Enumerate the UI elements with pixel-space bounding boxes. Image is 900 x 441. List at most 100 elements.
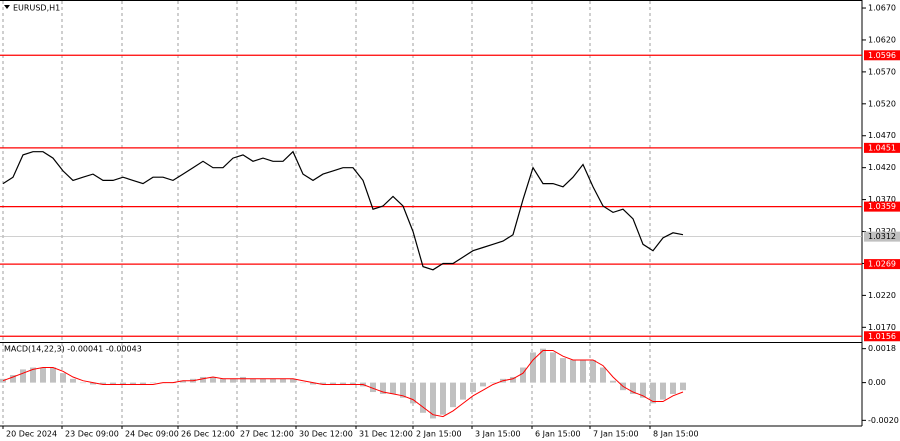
macd-bar (240, 376, 246, 383)
y-tick-label: 0.0018 (868, 344, 896, 353)
macd-bar (140, 382, 146, 385)
level-tag (864, 331, 900, 342)
macd-bar (0, 378, 6, 383)
chart-title: EURUSD,H1 (13, 4, 60, 13)
x-tick-label: 8 Jan 15:00 (653, 430, 699, 439)
macd-bar (470, 382, 476, 393)
macd-bar (110, 382, 116, 385)
macd-bar (530, 352, 536, 383)
macd-bar (340, 382, 346, 385)
x-tick-label: 23 Dec 09:00 (65, 430, 119, 439)
y-tick-label: 0.00 (868, 378, 886, 387)
macd-bar (400, 382, 406, 398)
macd-bar (230, 378, 236, 383)
level-tag (864, 201, 900, 212)
macd-bar (200, 376, 206, 383)
macd-bar (210, 376, 216, 383)
y-tick-label: 1.0370 (868, 195, 896, 204)
macd-bar (600, 367, 606, 383)
y-tick-label: 1.0470 (868, 131, 896, 140)
macd-bar (250, 378, 256, 383)
x-tick-label: 24 Dec 09:00 (125, 430, 179, 439)
macd-bar (130, 382, 136, 385)
y-tick-label: 1.0420 (868, 163, 896, 172)
macd-bar (220, 378, 226, 383)
macd-bar (120, 382, 126, 385)
level-label: 1.0359 (868, 202, 896, 211)
x-tick-label: 3 Jan 15:00 (475, 430, 521, 439)
level-label: 1.0269 (868, 260, 896, 269)
x-tick-label: 27 Dec 12:00 (240, 430, 294, 439)
macd-bar (440, 382, 446, 415)
macd-bar (670, 382, 676, 394)
current-price-tag (864, 231, 900, 242)
level-tag (864, 50, 900, 61)
macd-bar (50, 367, 56, 383)
macd-bar (100, 382, 106, 385)
macd-bar (70, 378, 76, 383)
macd-bar (380, 382, 386, 394)
x-tick-label: 26 Dec 12:00 (181, 430, 235, 439)
macd-bar (30, 367, 36, 383)
macd-bar (450, 382, 456, 408)
macd-bar (610, 380, 616, 383)
x-tick-label: 31 Dec 12:00 (359, 430, 413, 439)
price-line (2, 150, 684, 271)
signal-line (2, 350, 684, 418)
y-tick-label: 1.0520 (868, 99, 896, 108)
macd-bar (420, 382, 426, 413)
macd-bar (410, 382, 416, 404)
macd-bar (180, 380, 186, 383)
macd-bar (10, 375, 16, 383)
level-label: 1.0596 (868, 51, 896, 60)
macd-bar (430, 382, 436, 419)
macd-bar (660, 382, 666, 400)
macd-bar (640, 382, 646, 398)
macd-bar (280, 378, 286, 383)
macd-bar (560, 358, 566, 383)
current-price-label: 1.0312 (868, 232, 896, 241)
y-tick-label: 1.0620 (868, 35, 896, 44)
macd-bar (260, 378, 266, 383)
x-tick-label: 20 Dec 2024 (6, 430, 57, 439)
macd-bar (330, 382, 336, 385)
macd-bar (650, 382, 656, 404)
y-tick-label: 1.0170 (868, 323, 896, 332)
macd-bar (390, 382, 396, 394)
macd-bar (350, 382, 356, 385)
macd-bar (480, 382, 486, 387)
macd-bar (510, 376, 516, 383)
macd-bar (90, 382, 96, 385)
macd-bar (60, 373, 66, 383)
level-label: 1.0156 (868, 332, 896, 341)
macd-bar (570, 359, 576, 383)
macd-bar (490, 382, 496, 384)
macd-bar (320, 382, 326, 385)
y-tick-label: 1.0670 (868, 4, 896, 13)
level-tag (864, 259, 900, 270)
y-tick-label: 1.0320 (868, 227, 896, 236)
macd-bar (680, 382, 686, 391)
macd-bar (540, 348, 546, 383)
x-tick-label: 7 Jan 15:00 (593, 430, 639, 439)
macd-bar (520, 367, 526, 383)
macd-bar (460, 382, 466, 400)
macd-bar (80, 382, 86, 384)
macd-bar (310, 382, 316, 385)
macd-bar (20, 369, 26, 383)
level-tag (864, 142, 900, 153)
macd-bar (580, 359, 586, 383)
macd-bar (630, 382, 636, 394)
macd-bar (40, 367, 46, 383)
macd-bar (370, 382, 376, 393)
level-label: 1.0451 (868, 143, 896, 152)
y-tick-label: 1.0570 (868, 67, 896, 76)
macd-bar (290, 378, 296, 383)
macd-bar (590, 359, 596, 383)
x-tick-label: 30 Dec 12:00 (299, 430, 353, 439)
indicator-title: MACD(14,22,3) -0.00041 -0.00043 (4, 345, 142, 354)
menu-arrow (4, 5, 10, 9)
macd-bar (300, 382, 306, 384)
